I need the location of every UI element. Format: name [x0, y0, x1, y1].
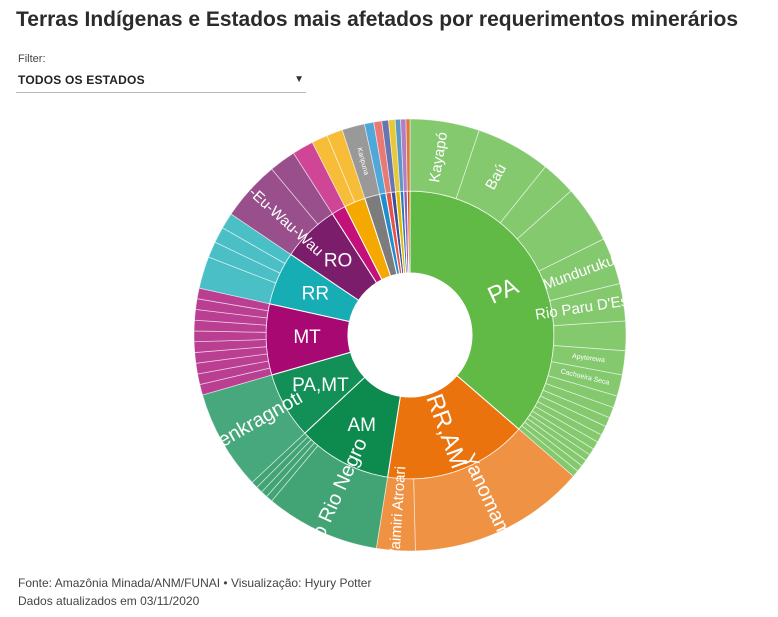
state-label: MT	[293, 327, 321, 348]
territory-ring	[193, 118, 627, 552]
territory-label: Waimiri Atroari	[386, 466, 409, 564]
territory-segment[interactable]	[193, 330, 267, 343]
chart-title: Terras Indígenas e Estados mais afetados…	[16, 8, 739, 31]
state-filter-dropdown[interactable]: TODOS OS ESTADOS ▼	[16, 68, 306, 93]
chevron-down-icon: ▼	[294, 74, 304, 85]
territory-label: Apyterewa	[572, 353, 606, 364]
state-label: PA,MT	[292, 375, 349, 396]
filter-selected-value: TODOS OS ESTADOS	[18, 73, 145, 87]
filter-label: Filter:	[18, 53, 46, 65]
state-label: RR	[302, 283, 329, 304]
state-label: AM	[347, 415, 376, 436]
territory-segment[interactable]	[405, 118, 411, 192]
source-credit: Fonte: Amazônia Minada/ANM/FUNAI • Visua…	[18, 576, 372, 590]
updated-date: Dados atualizados em 03/11/2020	[18, 594, 200, 608]
state-label: RO	[324, 250, 353, 271]
